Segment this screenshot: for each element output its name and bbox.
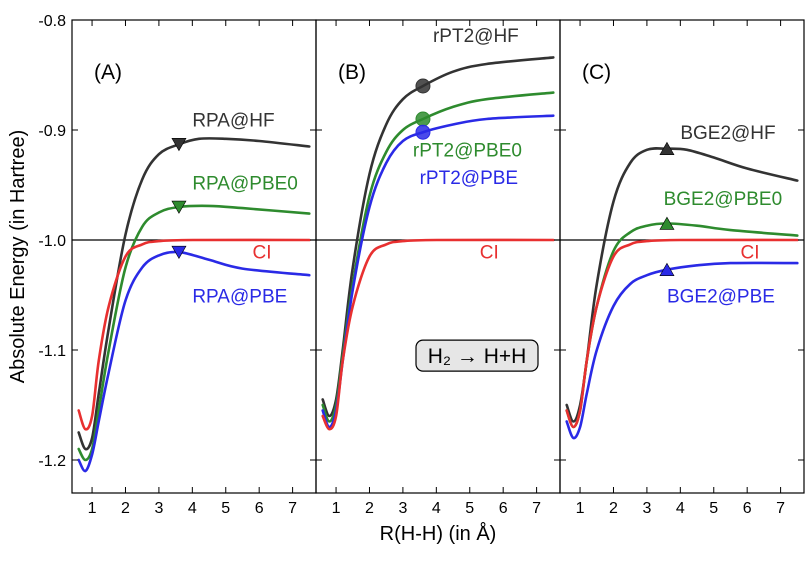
y-tick-label: -1.0 [38, 233, 66, 250]
series-line-ci [77, 238, 311, 431]
series-label: rPT2@HF [433, 26, 519, 47]
x-tick-label: 6 [499, 500, 508, 517]
marker-rpa-pbe0 [171, 200, 187, 214]
x-tick-label: 7 [532, 500, 541, 517]
panel-frame [315, 19, 561, 494]
marker-rpt2-hf [415, 78, 431, 94]
y-axis-label: Absolute Energy (in Hartree) [7, 130, 29, 383]
series-label: BGE2@PBE [667, 287, 775, 308]
series-label: CI [480, 243, 499, 264]
panel-label: (C) [582, 61, 611, 84]
panel-label: (A) [94, 61, 122, 84]
x-tick-label: 2 [365, 500, 374, 517]
x-tick-label: 6 [743, 500, 752, 517]
panel-b: rPT2@HF rPT2@PBE0 rPT2@PBE CI (B) 1 2 3 4 5 6 7 [315, 19, 561, 517]
x-tick-label: 5 [709, 500, 718, 517]
series-label: BGE2@PBE0 [664, 189, 783, 210]
panel-frame [559, 19, 805, 494]
x-tick-label: 6 [255, 500, 264, 517]
marker-bge2-pbe [659, 262, 675, 276]
series-line-rpa-pbe [77, 250, 311, 473]
series-line-rpa-pbe0 [77, 204, 311, 462]
series-label: rPT2@PBE [420, 168, 518, 189]
series-label: RPA@HF [192, 111, 274, 132]
y-tick-label: -1.1 [38, 343, 66, 360]
x-tick-label: 5 [221, 500, 230, 517]
marker-rpt2-pbe [415, 124, 431, 140]
curves [321, 56, 555, 431]
curves [77, 136, 311, 473]
x-tick-label: 2 [121, 500, 130, 517]
x-tick-label: 3 [154, 500, 163, 517]
x-tick-label: 3 [398, 500, 407, 517]
curves [565, 147, 799, 440]
series-line-rpa-hf [77, 136, 311, 451]
panel-c: BGE2@HF BGE2@PBE0 CI BGE2@PBE (C) 1 2 3 4 5 6 7 [559, 19, 805, 517]
marker-bge2-pbe0 [659, 216, 675, 230]
series-label: CI [252, 243, 271, 264]
marker-rpa-pbe [171, 245, 187, 260]
x-tick-label: 4 [432, 500, 441, 517]
marker-bge2-hf [659, 141, 675, 155]
series-line-bge2-pbe [565, 261, 799, 440]
series-line-ci [565, 238, 799, 429]
x-tick-label: 1 [88, 500, 97, 517]
x-tick-label: 1 [332, 500, 341, 517]
panel-a: RPA@HF RPA@PBE0 CI RPA@PBE (A) 1 2 3 4 5 6 7 [71, 19, 317, 517]
x-tick-label: 5 [465, 500, 474, 517]
series-line-ci [321, 238, 555, 431]
reaction-annotation: H₂ → H+H [415, 339, 539, 372]
x-tick-label: 1 [576, 500, 585, 517]
series-line-rpt2-pbe [321, 114, 555, 429]
marker-rpa-hf [171, 138, 187, 152]
series-label: CI [740, 243, 759, 264]
y-tick-label: -1.2 [38, 453, 66, 470]
x-tick-label: 2 [609, 500, 618, 517]
panel-label: (B) [338, 61, 366, 84]
x-tick-label: 7 [776, 500, 785, 517]
marker-rpt2-pbe0 [415, 111, 431, 127]
annotation-text: H₂ → H+H [428, 345, 527, 368]
y-tick-label: -0.8 [38, 13, 66, 30]
x-tick-label: 4 [676, 500, 685, 517]
x-axis-label: R(H-H) (in Å) [380, 522, 497, 545]
y-tick-label: -0.9 [38, 123, 66, 140]
x-tick-label: 4 [188, 500, 197, 517]
annotation-box [415, 339, 539, 372]
series-label: rPT2@PBE0 [413, 140, 522, 161]
series-label: RPA@PBE [192, 287, 287, 308]
series-label: RPA@PBE0 [192, 173, 298, 194]
x-tick-label: 3 [642, 500, 651, 517]
series-label: BGE2@HF [680, 123, 775, 144]
x-tick-label: 7 [288, 500, 297, 517]
